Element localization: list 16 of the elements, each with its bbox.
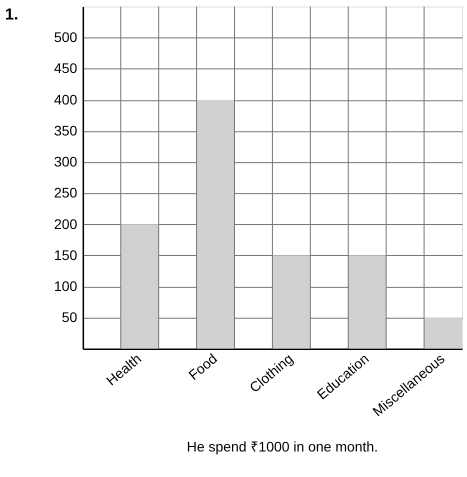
y-tick-label: 250	[54, 184, 78, 201]
y-tick-label: 150	[54, 246, 78, 263]
y-tick-label: 450	[54, 60, 78, 76]
chart-title: 1.	[4, 6, 18, 24]
y-tick-label: 500	[54, 29, 78, 46]
bar	[196, 100, 234, 349]
y-tick-label: 300	[54, 154, 78, 170]
bar	[120, 224, 159, 349]
y-tick-label: 100	[54, 278, 78, 294]
y-tick-label: 350	[54, 122, 78, 138]
y-tick-label: 50	[62, 309, 78, 326]
y-tick-label: 400	[54, 91, 78, 108]
y-tick-label: 200	[54, 216, 78, 232]
bar	[348, 255, 386, 349]
text: He spend ₹1000 in one month.	[186, 438, 378, 455]
bar	[272, 255, 310, 349]
